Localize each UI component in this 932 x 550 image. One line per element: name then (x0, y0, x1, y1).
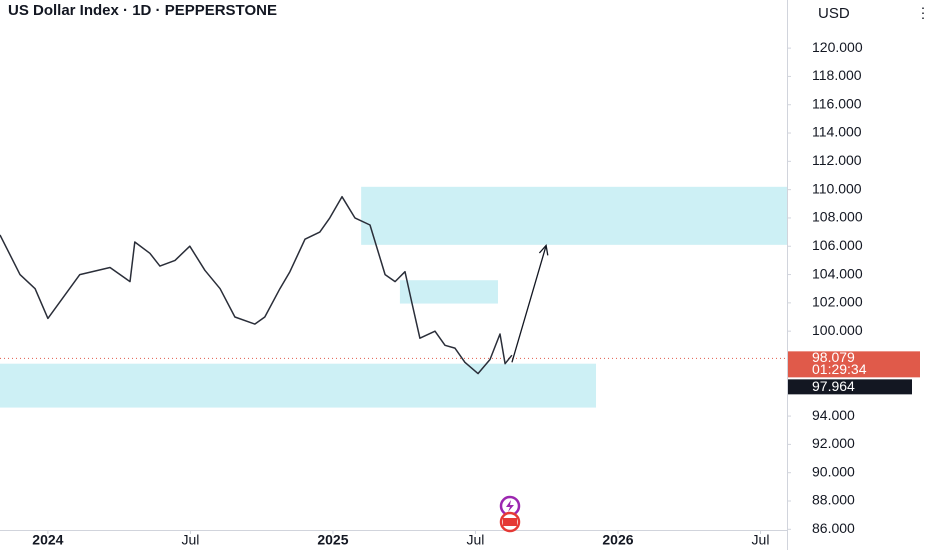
event-icon-bolt (506, 500, 514, 512)
y-tick-label: 114.000 (812, 124, 862, 140)
y-tick-label: 116.000 (812, 95, 862, 111)
y-tick-label: 118.000 (812, 67, 862, 83)
y-tick-label: 104.000 (812, 265, 863, 281)
menu-icon[interactable]: ⋮ (916, 5, 930, 21)
bid-price-label: 97.964 (812, 378, 855, 394)
zone (361, 186, 787, 245)
arrow-line (511, 245, 547, 363)
y-tick-label: 90.000 (812, 463, 855, 479)
y-tick-label: 92.000 (812, 435, 855, 451)
flag-icon-body (503, 518, 517, 526)
y-tick-label: 88.000 (812, 492, 855, 508)
bid-price-box (788, 379, 912, 395)
x-tick-label: Jul (466, 532, 484, 548)
last-price-label: 98.079 (812, 349, 855, 365)
last-price-box (788, 351, 920, 378)
y-tick-label: 86.000 (812, 520, 855, 536)
price-line (0, 195, 513, 375)
arrow-head (538, 244, 549, 256)
x-tick-label: 2025 (317, 532, 348, 548)
x-tick-label: 2026 (602, 532, 633, 548)
y-tick-label: 100.000 (812, 322, 863, 338)
currency: USD (818, 5, 850, 22)
y-tick-label: 112.000 (812, 152, 862, 168)
y-tick-label: 108.000 (812, 209, 863, 225)
x-tick-label: Jul (752, 532, 770, 548)
chart-title: US Dollar Index · 1D · PEPPERSTONE (8, 2, 277, 19)
x-tick-label: 2024 (32, 532, 63, 548)
y-tick-label: 120.000 (812, 39, 863, 55)
y-tick-label: 102.000 (812, 294, 863, 310)
currency-box (788, 0, 932, 30)
y-tick-label: 110.000 (812, 180, 862, 196)
y-tick-label: 106.000 (812, 237, 863, 253)
zone (0, 363, 597, 408)
y-tick-label: 94.000 (812, 407, 855, 423)
countdown-label: 01:29:34 (812, 361, 867, 377)
zone (399, 280, 498, 304)
x-tick-label: Jul (181, 532, 199, 548)
